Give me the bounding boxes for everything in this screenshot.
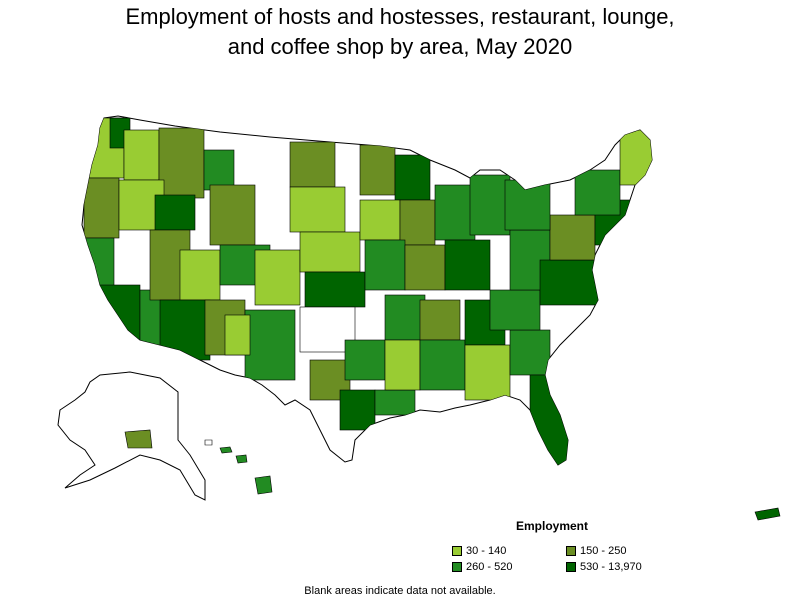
legend-label: 260 - 520 — [466, 561, 513, 573]
contiguous-us — [81, 115, 653, 466]
alaska — [57, 371, 206, 501]
alaska-area — [124, 429, 153, 449]
legend-label: 530 - 13,970 — [580, 561, 642, 573]
title-line-1: Employment of hosts and hostesses, resta… — [125, 4, 675, 29]
legend-item-530-13970: 530 - 13,970 — [566, 561, 642, 573]
puerto-rico — [754, 507, 781, 521]
legend-swatch — [452, 546, 462, 556]
legend-swatch — [566, 546, 576, 556]
legend-item-150-250: 150 - 250 — [566, 545, 626, 557]
legend-title: Employment — [516, 519, 589, 533]
hawaii — [204, 439, 273, 495]
legend-item-30-140: 30 - 140 — [452, 545, 506, 557]
legend-swatch — [452, 562, 462, 572]
map-title: Employment of hosts and hostesses, resta… — [0, 2, 800, 62]
legend-label: 150 - 250 — [580, 545, 627, 557]
area-regions — [83, 117, 652, 465]
legend-item-260-520: 260 - 520 — [452, 561, 512, 573]
legend-label: 30 - 140 — [466, 545, 507, 557]
title-line-2: and coffee shop by area, May 2020 — [227, 34, 573, 59]
legend-swatch — [566, 562, 576, 572]
footnote: Blank areas indicate data not available. — [304, 585, 496, 597]
